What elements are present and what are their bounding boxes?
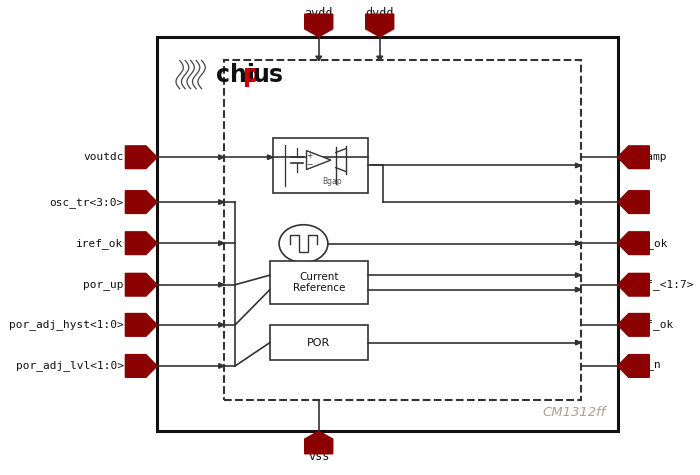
Text: iref_ok: iref_ok [626,319,674,330]
Polygon shape [125,232,157,255]
Text: −: − [306,160,312,169]
Text: +: + [306,151,312,160]
Polygon shape [575,163,581,168]
Polygon shape [218,363,224,368]
Polygon shape [125,274,157,296]
Polygon shape [125,314,157,336]
Text: vss: vss [308,450,330,463]
Text: por_up: por_up [83,280,124,290]
Text: chi: chi [216,63,256,86]
Polygon shape [575,287,581,292]
Bar [157,37,617,431]
Polygon shape [617,274,650,296]
Polygon shape [575,241,581,246]
Text: avdd: avdd [304,7,333,20]
Polygon shape [617,191,650,213]
Text: us: us [251,63,283,86]
Polygon shape [218,200,224,204]
Text: voutdc: voutdc [83,152,124,162]
Text: por_adj_lvl<1:0>: por_adj_lvl<1:0> [15,361,124,371]
Polygon shape [307,151,331,170]
Polygon shape [125,191,157,213]
Polygon shape [377,56,383,60]
Bar [270,261,368,304]
Text: iref_ok: iref_ok [76,238,124,248]
Bar [224,60,581,400]
Polygon shape [575,200,581,204]
Polygon shape [617,146,650,169]
Text: CM1312ff: CM1312ff [542,406,606,419]
Polygon shape [218,155,224,160]
Polygon shape [218,323,224,327]
Text: osc_tr<3:0>: osc_tr<3:0> [49,197,124,208]
Polygon shape [575,340,581,345]
Text: clk: clk [626,197,647,207]
Text: clk_ok: clk_ok [626,238,667,248]
Polygon shape [125,355,157,377]
Polygon shape [617,314,650,336]
Polygon shape [125,146,157,169]
Polygon shape [218,282,224,287]
Polygon shape [575,273,581,277]
Text: p: p [243,63,260,86]
Text: Current
Reference: Current Reference [293,272,345,293]
Polygon shape [304,431,332,454]
Polygon shape [304,14,332,37]
Text: vclamp: vclamp [626,152,667,162]
Bar [270,325,368,360]
Text: POR: POR [307,338,330,348]
Polygon shape [267,155,273,160]
Text: por_adj_hyst<1:0>: por_adj_hyst<1:0> [9,319,124,330]
Text: rst_n: rst_n [626,361,661,371]
Text: dvdd: dvdd [365,7,394,20]
Polygon shape [218,241,224,246]
Polygon shape [316,56,322,60]
Text: Bgap: Bgap [322,177,342,186]
Polygon shape [365,14,393,37]
Polygon shape [617,355,650,377]
Circle shape [279,225,328,263]
Text: iref_<1:7>: iref_<1:7> [626,279,694,290]
Bar [273,138,368,193]
Polygon shape [617,232,650,255]
